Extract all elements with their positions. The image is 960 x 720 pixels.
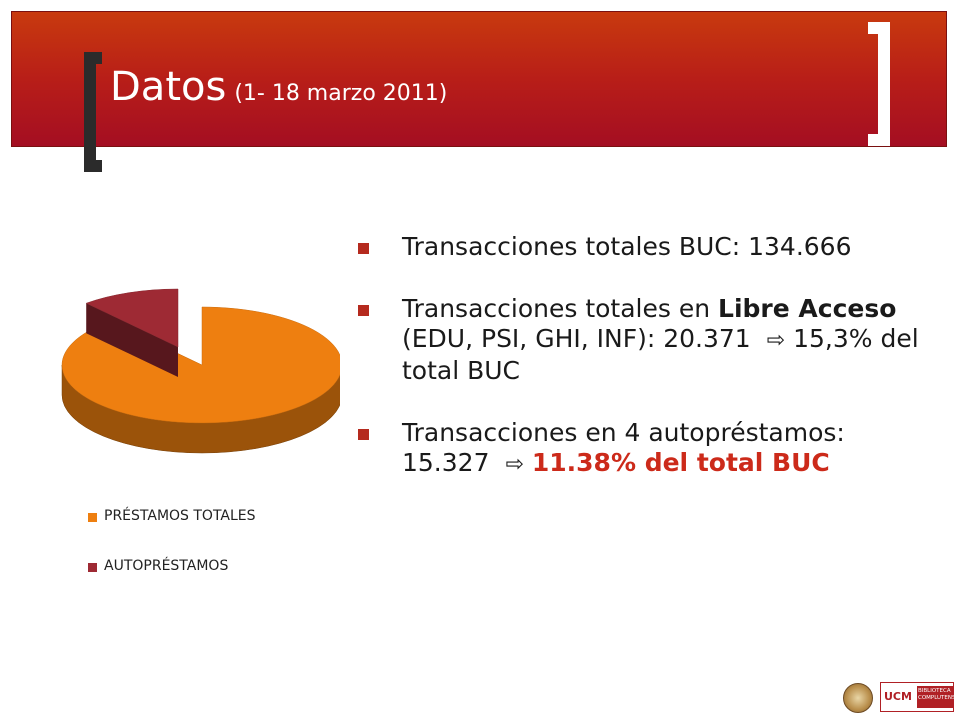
title-bar: [11, 11, 947, 147]
bullet-item: Transacciones totales BUC: 134.666: [358, 232, 928, 262]
bullet-square-icon: [358, 305, 369, 316]
legend-item-prestamos: PRÉSTAMOS TOTALES: [88, 508, 256, 528]
pie-chart: [61, 288, 340, 454]
bullet-text: Transacciones totales BUC: 134.666: [402, 232, 852, 261]
bullet-highlight-text: 11.38% del total BUC: [531, 448, 830, 477]
ucm-logo-text: UCM: [884, 690, 912, 703]
page-title: Datos (1- 18 marzo 2011): [110, 64, 447, 110]
bullet-text-pre: Transacciones totales en: [402, 294, 719, 323]
legend-label-autoprestamos: AUTOPRÉSTAMOS: [104, 558, 229, 574]
pie-slice-autoprestamos: [85, 288, 179, 377]
bullet-list: Transacciones totales BUC: 134.666 Trans…: [358, 232, 928, 512]
bullet-text-post: (EDU, PSI, GHI, INF): 20.371: [402, 324, 751, 353]
left-bracket-decoration: [84, 52, 102, 172]
bullet-item: Transacciones en 4 autopréstamos: 15.327…: [358, 418, 928, 480]
arrow-right-icon: ⇨: [505, 452, 524, 477]
title-subtitle: (1- 18 marzo 2011): [234, 81, 448, 106]
bullet-item: Transacciones totales en Libre Acceso (E…: [358, 294, 928, 386]
legend-swatch-prestamos: [88, 513, 97, 522]
bullet-square-icon: [358, 429, 369, 440]
bullet-square-icon: [358, 243, 369, 254]
chart-legend: PRÉSTAMOS TOTALES AUTOPRÉSTAMOS: [88, 508, 256, 608]
biblioteca-complutense-logo: UCM BIBLIOTECA COMPLUTENSE: [880, 682, 959, 712]
legend-label-prestamos: PRÉSTAMOS TOTALES: [104, 508, 256, 524]
legend-item-autoprestamos: AUTOPRÉSTAMOS: [88, 558, 256, 578]
arrow-right-icon: ⇨: [766, 328, 786, 353]
bullet-text-pre: Transacciones en 4 autopréstamos: 15.327: [402, 418, 845, 477]
university-seal-icon: [843, 683, 873, 713]
bullet-bold-text: Libre Acceso: [718, 294, 897, 323]
right-bracket-decoration: [868, 22, 890, 146]
buc-logo-text: BIBLIOTECA COMPLUTENSE: [917, 686, 959, 708]
legend-swatch-autoprestamos: [88, 563, 97, 572]
bullet-text-tail: 15,3% del total BUC: [402, 324, 919, 385]
title-main: Datos: [110, 64, 227, 110]
